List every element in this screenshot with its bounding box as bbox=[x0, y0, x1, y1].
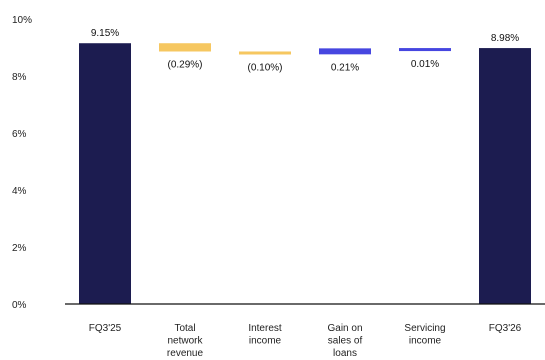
data-labels-group: 9.15% (0.29%) (0.10%) 0.21% 0.01% 8.98% bbox=[91, 28, 519, 73]
bar-delta bbox=[239, 51, 291, 55]
x-category-label: FQ3'25 bbox=[89, 323, 122, 334]
bar-delta bbox=[319, 48, 371, 55]
bar-delta bbox=[159, 43, 211, 52]
x-axis: FQ3'25 Total network revenue Interest income G… bbox=[65, 303, 545, 359]
x-category-label: Total network revenue bbox=[167, 323, 204, 359]
x-category-label: Interest income bbox=[248, 323, 282, 347]
y-tick-label: 10% bbox=[12, 15, 32, 26]
bar-delta bbox=[399, 48, 451, 52]
y-tick-label: 4% bbox=[12, 186, 27, 197]
y-tick-label: 0% bbox=[12, 300, 27, 311]
y-tick-label: 8% bbox=[12, 72, 27, 83]
data-label: 0.21% bbox=[331, 62, 359, 73]
data-label: 8.98% bbox=[491, 33, 519, 44]
bars-group bbox=[79, 43, 531, 304]
bar-total bbox=[79, 43, 131, 304]
y-axis: 0% 2% 4% 6% 8% 10% bbox=[12, 15, 32, 311]
data-label: 9.15% bbox=[91, 28, 119, 39]
x-category-label: FQ3'26 bbox=[489, 323, 522, 334]
y-tick-label: 2% bbox=[12, 243, 27, 254]
data-label: 0.01% bbox=[411, 59, 439, 70]
data-label: (0.10%) bbox=[247, 62, 282, 73]
data-label: (0.29%) bbox=[167, 59, 202, 70]
bar-total bbox=[479, 48, 531, 304]
x-category-label: Gain on sales of loans bbox=[327, 323, 362, 359]
x-category-label: Servicing income bbox=[404, 323, 445, 347]
y-tick-label: 6% bbox=[12, 129, 27, 140]
